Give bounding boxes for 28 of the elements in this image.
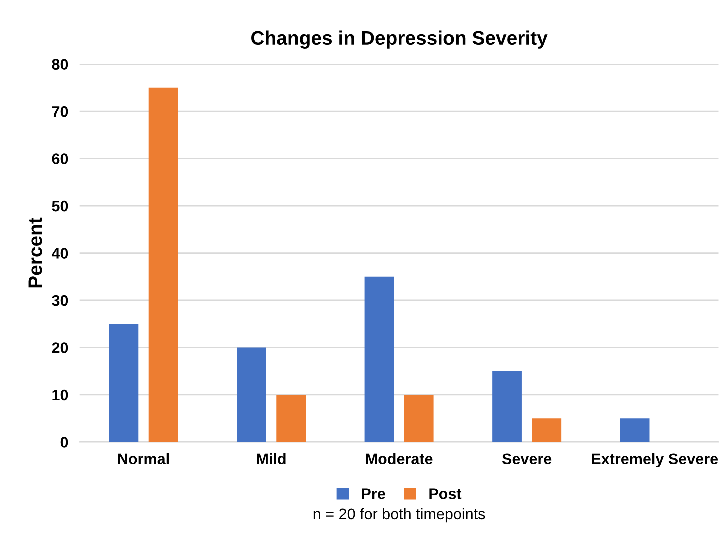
y-tick-label: 20: [52, 342, 68, 354]
y-tick-label: 0: [60, 437, 68, 448]
bar: [532, 418, 562, 442]
x-tick-label: Mild: [257, 453, 286, 465]
y-tick-label: 80: [52, 59, 68, 70]
bar: [237, 348, 266, 442]
y-tick-label: 30: [52, 295, 68, 306]
y-tick-label: 40: [52, 248, 68, 259]
y-tick-label: 50: [52, 200, 68, 212]
bar: [148, 88, 178, 442]
x-tick-label: Normal: [118, 453, 169, 465]
x-tick-label: Severe: [502, 454, 552, 465]
bar: [364, 276, 394, 442]
x-tick-label: Moderate: [366, 453, 433, 465]
bar: [109, 324, 139, 442]
chart-title: Changes in Depression Severity: [252, 30, 548, 49]
y-axis-title: Percent: [28, 218, 42, 288]
bar: [492, 371, 522, 442]
y-tick-label: 70: [52, 106, 68, 118]
y-tick-label: 10: [52, 390, 68, 401]
bar: [620, 418, 650, 442]
legend-label: Post: [430, 488, 462, 500]
legend-label: Pre: [362, 488, 386, 500]
x-tick-label: Extremely Severe: [592, 453, 718, 468]
bar: [404, 394, 434, 442]
y-tick-label: 60: [52, 154, 68, 164]
bar: [276, 394, 306, 442]
text: n = 20 for both timepoints: [314, 508, 486, 523]
